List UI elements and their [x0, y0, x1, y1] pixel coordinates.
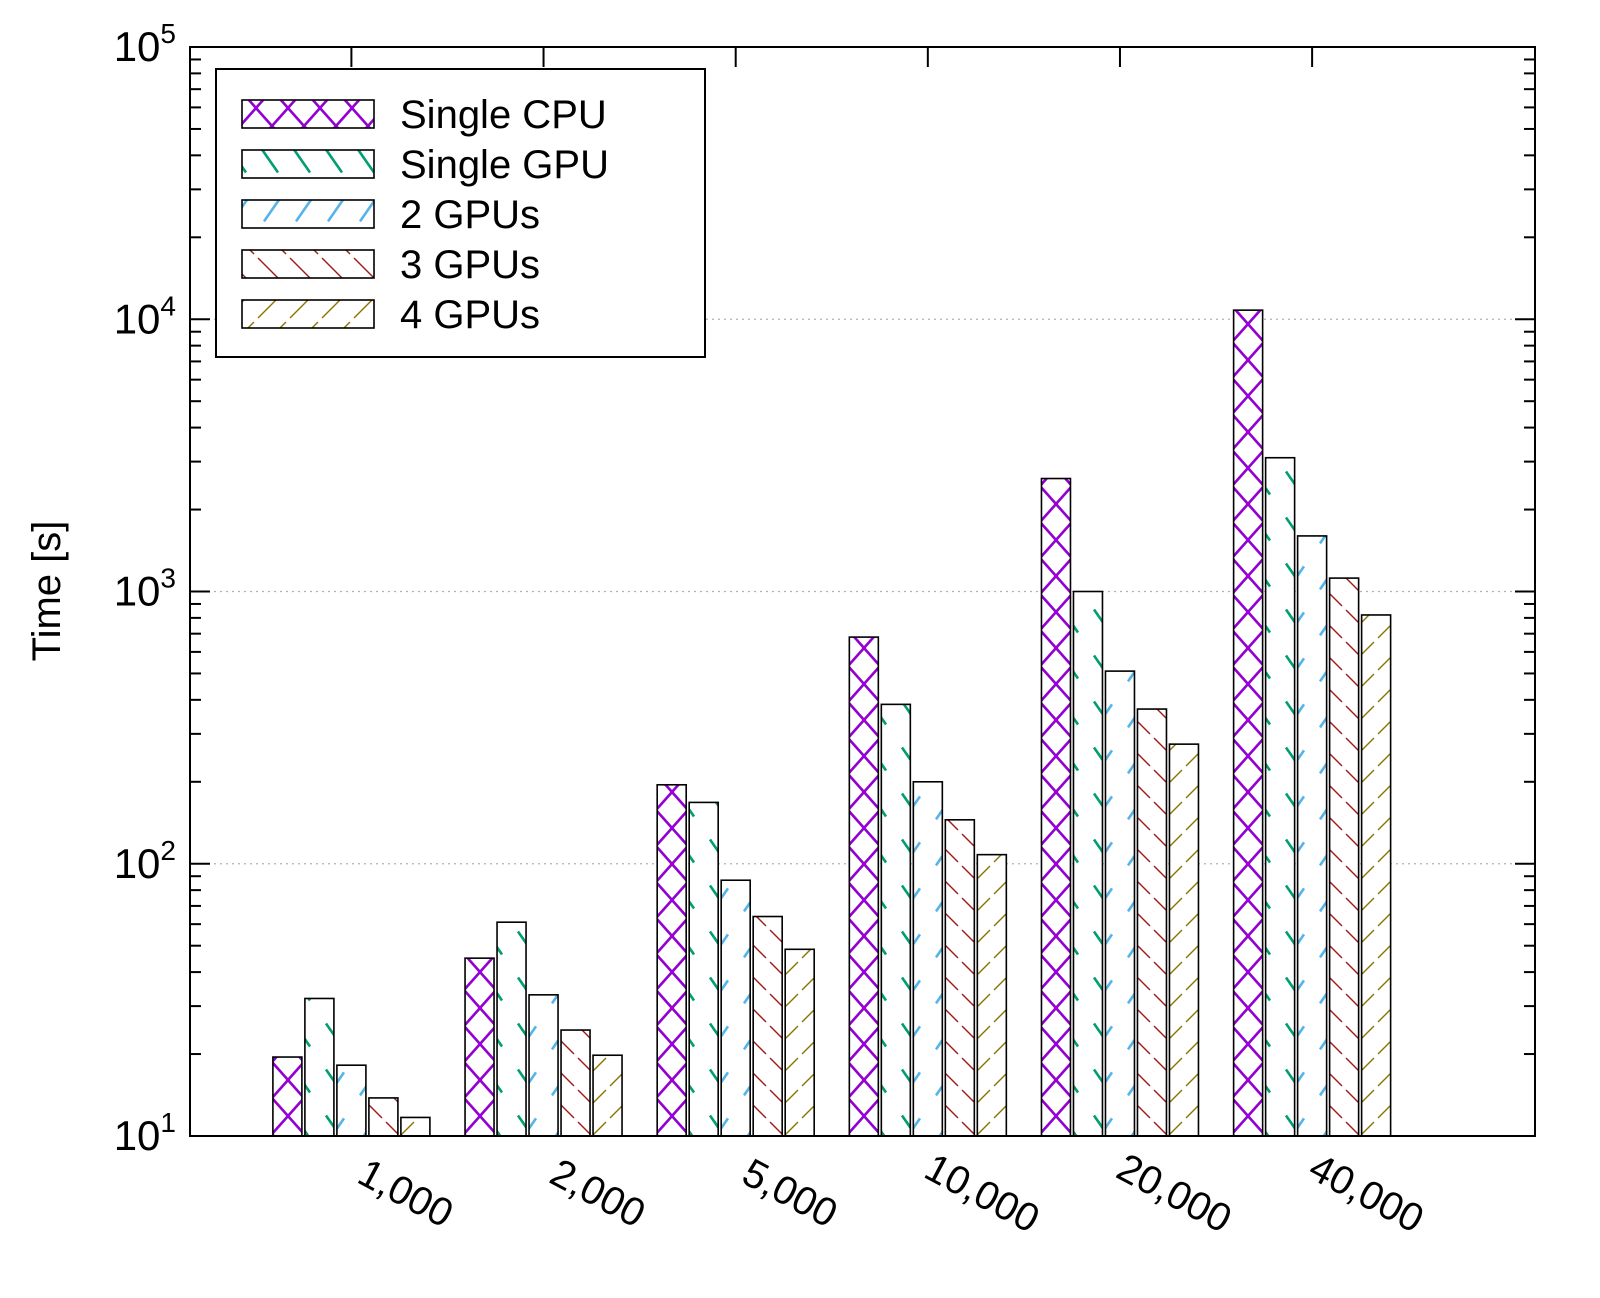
- y-tick-label: 102: [114, 835, 176, 887]
- legend-label: 3 GPUs: [400, 243, 540, 287]
- bar: [1296, 535, 1328, 1137]
- legend-label: Single GPU: [400, 143, 609, 187]
- bar: [496, 921, 527, 1137]
- bar: [1328, 577, 1360, 1137]
- legend-label: 2 GPUs: [400, 193, 540, 237]
- bar: [720, 879, 751, 1137]
- x-tick-label: 40,000: [1302, 1145, 1431, 1241]
- bar: [592, 1054, 623, 1137]
- bar: [560, 1029, 591, 1137]
- bar: [688, 801, 719, 1137]
- x-tick-label: 20,000: [1110, 1145, 1239, 1241]
- bar: [912, 780, 944, 1137]
- bar: [848, 636, 880, 1137]
- legend-swatch: [241, 249, 375, 279]
- bar: [464, 957, 495, 1137]
- bar: [1136, 708, 1168, 1137]
- legend-swatch: [241, 299, 375, 329]
- x-tick-label: 2,000: [543, 1151, 652, 1237]
- y-tick-label: 103: [114, 563, 176, 615]
- bar: [304, 997, 335, 1137]
- bar: [1104, 670, 1136, 1137]
- bar: [656, 783, 687, 1137]
- x-tick-label: 5,000: [735, 1151, 844, 1237]
- legend-label: Single CPU: [400, 93, 607, 137]
- y-tick-label: 105: [114, 18, 176, 70]
- bar: [752, 915, 783, 1137]
- axis-ticks: [190, 47, 1535, 1137]
- x-tick-label: 1,000: [351, 1151, 460, 1237]
- bar: [1168, 743, 1200, 1137]
- y-tick-labels: 101 102 103 104 105: [114, 18, 176, 1159]
- x-tick-labels: 1,000 2,000 5,000 10,000 20,000 40,000: [351, 1145, 1431, 1241]
- bar: [336, 1064, 367, 1137]
- legend-swatch: [241, 199, 375, 229]
- bar: [976, 853, 1008, 1137]
- bar: [944, 819, 976, 1137]
- bar: [1232, 309, 1264, 1137]
- y-tick-label: 104: [114, 290, 176, 342]
- legend-swatch: [241, 99, 375, 129]
- bar: [880, 703, 912, 1137]
- bar: [784, 948, 815, 1137]
- bar: [1040, 477, 1072, 1137]
- bars: [272, 309, 1392, 1137]
- bar: [400, 1116, 431, 1137]
- x-tick-label: 10,000: [918, 1145, 1047, 1241]
- y-tick-label: 101: [114, 1107, 176, 1159]
- bar: [1072, 590, 1104, 1137]
- legend-label: 4 GPUs: [400, 293, 540, 337]
- bar: [368, 1097, 399, 1137]
- bar: [1264, 456, 1296, 1137]
- bar: [1360, 614, 1392, 1137]
- bar: [272, 1056, 303, 1137]
- legend: Single CPU Single GPU 2 GPUs 3 GPUs 4 GPUs: [215, 68, 706, 358]
- legend-swatch: [241, 149, 375, 179]
- y-axis-label: Time [s]: [25, 521, 69, 662]
- bar: [528, 994, 559, 1137]
